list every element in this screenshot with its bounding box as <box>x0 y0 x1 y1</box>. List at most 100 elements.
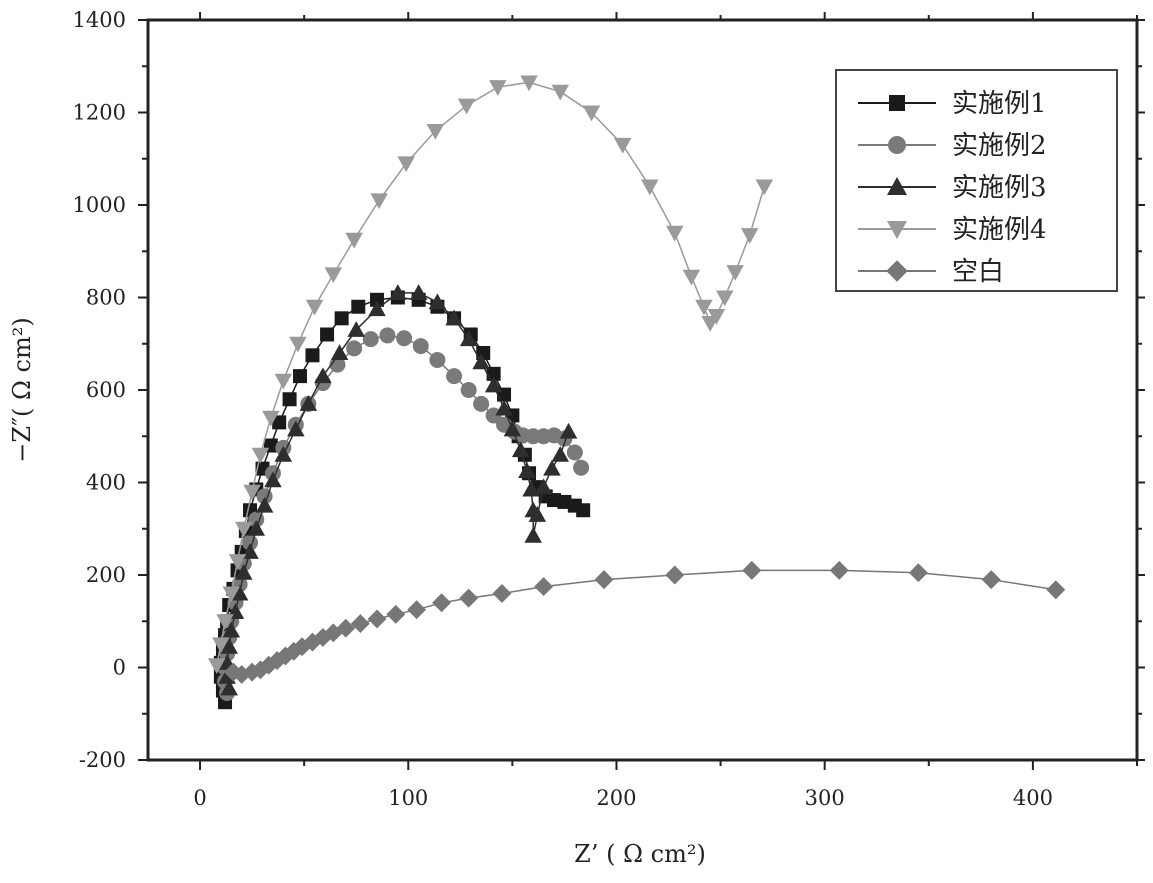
series-5-point <box>386 604 406 624</box>
y-tick-label: 600 <box>86 378 126 402</box>
series-3-point <box>314 367 332 384</box>
series-1-point <box>351 299 366 314</box>
series-4-point <box>755 179 774 196</box>
series-2-point <box>473 395 490 412</box>
series-1-point <box>305 348 320 363</box>
legend-entry-3: 实施例3 <box>858 173 1047 203</box>
legend-swatch-marker <box>887 221 907 239</box>
series-5-point <box>407 600 427 620</box>
series-3-point <box>495 399 513 416</box>
x-tick-label: 400 <box>1013 786 1053 810</box>
series-4-point <box>207 658 226 674</box>
series-3-point <box>511 441 530 458</box>
series-5 <box>223 560 1066 684</box>
series-4-point <box>324 267 343 284</box>
series-4-point <box>426 124 445 140</box>
series-4-point <box>289 336 307 353</box>
x-tick-label: 100 <box>388 786 428 810</box>
series-layer <box>207 75 1066 710</box>
y-tick-label: -200 <box>79 748 126 772</box>
series-2-point <box>379 327 396 344</box>
series-4-point <box>216 614 234 630</box>
legend-entry-1: 实施例1 <box>858 89 1047 119</box>
x-axis-title: Z’ ( Ω cm²) <box>574 840 706 868</box>
legend-box <box>835 69 1118 292</box>
series-3-point <box>428 293 447 310</box>
legend-swatch-marker <box>887 177 907 195</box>
series-3-line <box>226 292 570 689</box>
series-4-point <box>613 137 632 154</box>
series-3-point <box>368 300 386 317</box>
series-3-point <box>524 526 542 543</box>
series-3-point <box>247 520 266 536</box>
legend-entry-5: 空白 <box>858 257 1004 287</box>
legend-label: 实施例1 <box>952 89 1047 119</box>
series-4-point <box>582 105 601 122</box>
legend-label: 实施例3 <box>952 173 1047 203</box>
series-4-point <box>695 299 713 316</box>
y-tick-label: 1400 <box>73 8 126 32</box>
series-3-point <box>518 462 536 478</box>
y-axis-title: −Z″( Ω cm²) <box>8 317 36 462</box>
series-4-point <box>212 637 230 654</box>
series-5-point <box>492 584 512 603</box>
legend-entry-4: 实施例4 <box>858 215 1047 245</box>
series-4-point <box>666 225 684 242</box>
series-5-point <box>1046 580 1066 600</box>
series-3-point <box>218 668 236 684</box>
series-2-point <box>396 330 413 347</box>
series-4-point <box>489 80 507 96</box>
series-1-point <box>292 369 307 384</box>
series-3-point <box>445 309 463 326</box>
series-4-point <box>274 373 293 390</box>
series-5-point <box>829 560 849 580</box>
series-3-point <box>484 376 503 393</box>
series-2-point <box>362 331 379 348</box>
series-4-point <box>641 179 659 196</box>
series-2-point <box>573 459 590 476</box>
series-1-point <box>272 415 287 430</box>
series-5-point <box>336 618 356 638</box>
series-3-point <box>255 496 274 513</box>
series-1-point <box>282 392 297 407</box>
series-5-point <box>908 563 928 583</box>
legend-label: 实施例4 <box>952 215 1047 245</box>
series-4-point <box>243 484 261 501</box>
series-3-point <box>299 395 318 411</box>
legend-swatch-marker <box>889 95 905 111</box>
series-1-point <box>486 366 501 381</box>
series-4-point <box>682 269 701 286</box>
series-3-point <box>220 637 238 654</box>
legend-label: 空白 <box>952 257 1004 287</box>
series-3-point <box>503 420 522 437</box>
series-4 <box>207 75 774 674</box>
series-3-point <box>551 446 570 462</box>
series-5-point <box>665 565 685 585</box>
series-1-point <box>370 292 385 307</box>
series-4-point <box>397 156 415 173</box>
series-4-point <box>262 410 280 427</box>
series-4-point <box>235 521 253 538</box>
series-1-point <box>334 311 349 326</box>
legend-entries: 实施例1 实施例2 实施例3 实施例4 空白 <box>858 89 1047 287</box>
y-tick-label: 400 <box>86 471 126 495</box>
y-tick-label: 1000 <box>73 193 126 217</box>
series-3-point <box>330 344 349 360</box>
series-4-point <box>305 299 324 316</box>
series-2-point <box>460 382 477 398</box>
series-1-point <box>320 327 335 342</box>
series-3-point <box>230 584 249 601</box>
series-4-point <box>715 290 734 307</box>
series-3-point <box>559 422 578 439</box>
y-tick-label: 800 <box>86 286 126 310</box>
x-tick-label: 200 <box>596 786 636 810</box>
legend-swatch-marker <box>886 260 908 282</box>
series-3-point <box>409 284 428 300</box>
series-2-point <box>566 444 583 461</box>
series-5-point <box>432 593 452 613</box>
tick-labels: 0 100 200 300 400 -200 0 200 400 600 800 1000 1200 14… <box>73 8 1053 810</box>
series-3-point <box>522 480 540 497</box>
legend-entry-2: 实施例2 <box>858 131 1047 161</box>
series-3-point <box>543 459 561 476</box>
series-4-point <box>457 98 476 115</box>
